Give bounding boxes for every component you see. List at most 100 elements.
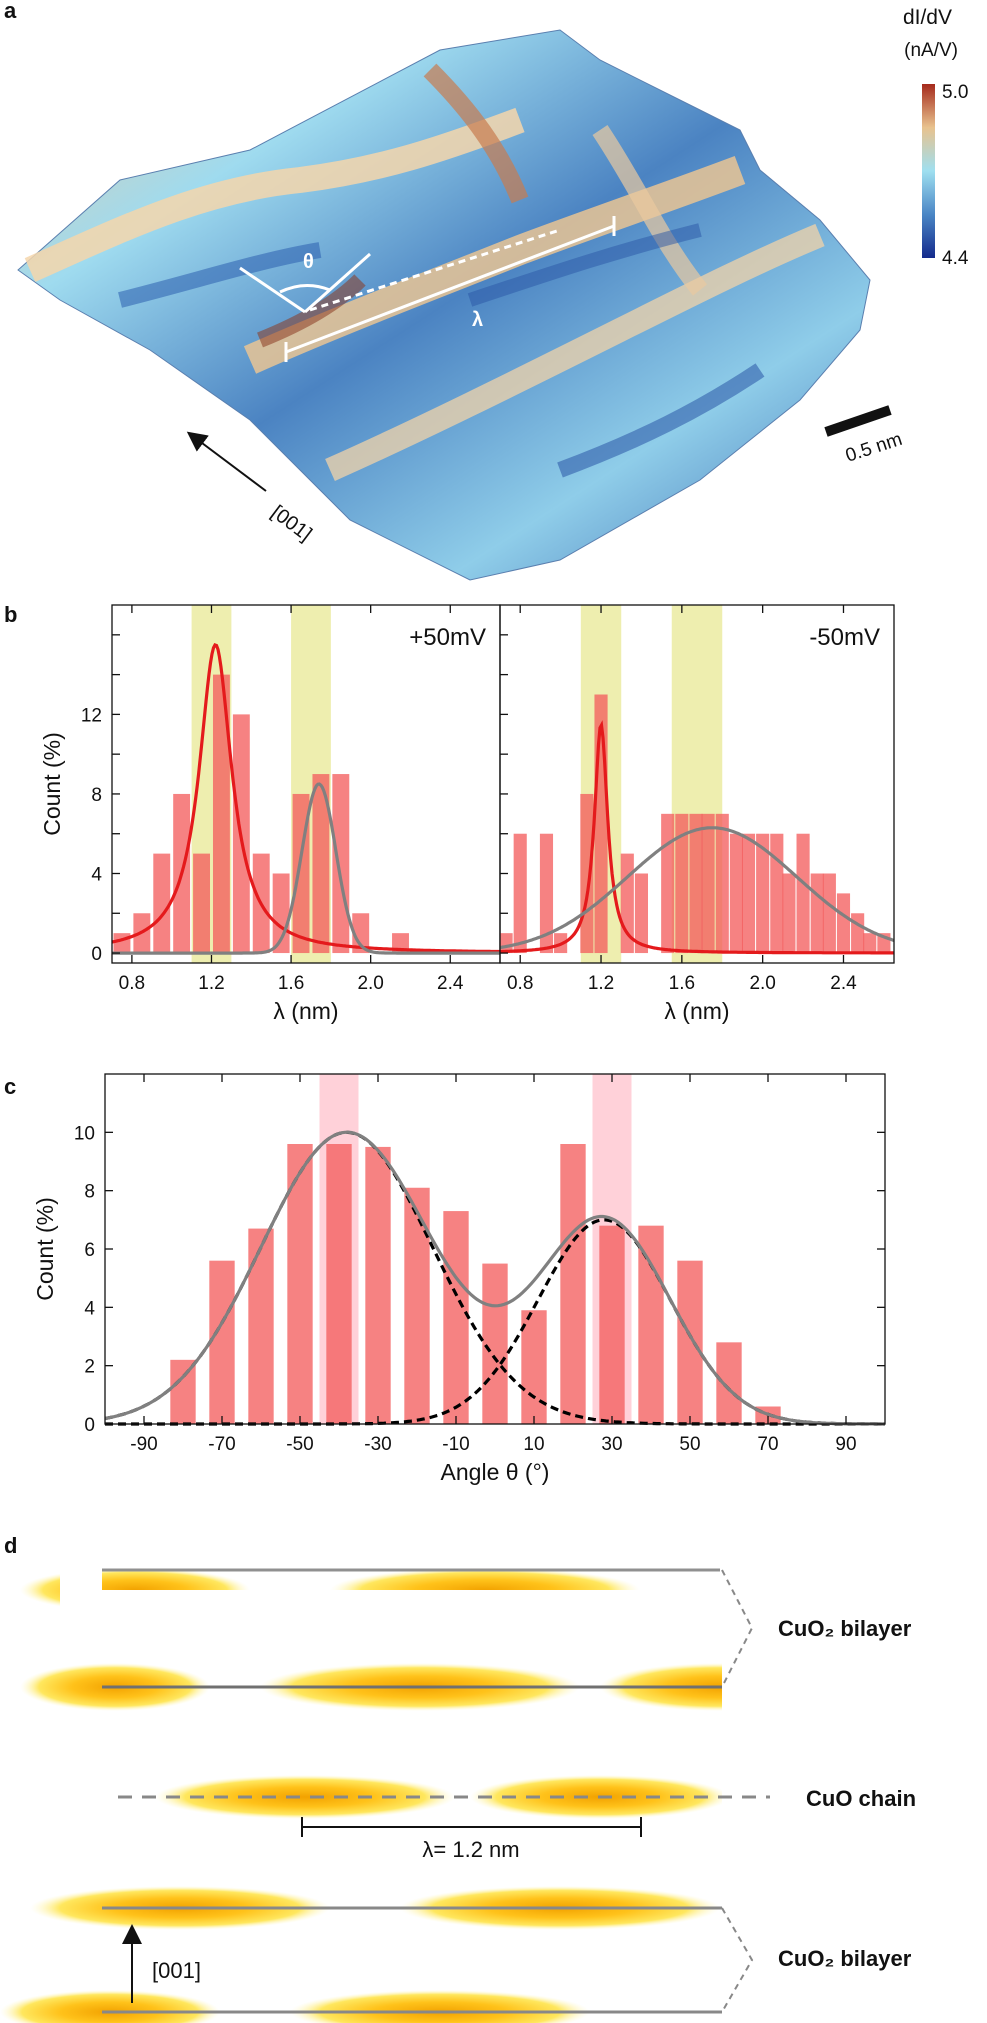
histogram-bar (153, 853, 171, 954)
mask (60, 1590, 720, 1630)
bilayer-bracket (721, 1907, 754, 2013)
histogram-bar (599, 1225, 625, 1424)
y-tick-label: 4 (91, 865, 102, 886)
panel-c-letter: c (4, 1074, 16, 1099)
histogram-bar (810, 873, 824, 954)
panel-d-letter: d (4, 1533, 17, 1558)
lambda-label: λ (472, 309, 483, 331)
histogram-bar (287, 1144, 313, 1424)
x-tick-label: 0.8 (119, 973, 145, 994)
charge-blob (0, 1990, 220, 2023)
y-axis-label: Count (%) (32, 1197, 58, 1301)
direction-label-d: [001] (152, 1958, 201, 1983)
histogram-bar (741, 833, 756, 954)
histogram-bar (851, 913, 865, 954)
fit-curve-sum (104, 1130, 885, 1426)
histogram-bar (365, 1146, 391, 1424)
histogram-bar (756, 833, 770, 954)
histogram-bar (326, 1144, 352, 1424)
x-tick-label: 2.4 (437, 973, 464, 994)
histogram-bar (113, 933, 131, 954)
mask (60, 1568, 102, 1590)
histogram-bar (638, 1225, 664, 1424)
chart-b-left: 0.8 1.2 1.6 2.0 2.4 0 4 8 12 +50mV λ (nm) Count (%) (39, 604, 501, 1024)
histogram-bar (715, 813, 729, 954)
histogram-bar (782, 873, 796, 954)
charge-blob (290, 1990, 590, 2023)
chain-label: CuO chain (806, 1786, 916, 1811)
x-tick-label: 2.0 (749, 973, 775, 994)
histogram-bar (661, 813, 675, 954)
histogram-bar (560, 1144, 586, 1424)
histogram-bar (248, 1228, 274, 1424)
histogram-bar (539, 833, 554, 954)
chart-b-right: 0.8 1.2 1.6 2.0 2.4 -50mV λ (nm) (499, 604, 895, 1024)
histogram-bar (836, 893, 851, 954)
x-tick-label: -10 (442, 1434, 469, 1455)
scale-label: 0.5 nm (843, 429, 905, 467)
x-tick-label: 0.8 (507, 973, 533, 994)
histogram-bar (770, 833, 784, 954)
theta-label: θ (303, 251, 314, 273)
x-tick-label: 1.2 (588, 973, 614, 994)
panel-a-letter: a (4, 0, 17, 23)
mask (722, 1655, 842, 1725)
y-axis-label: Count (%) (39, 732, 65, 836)
x-tick-label: -50 (286, 1434, 313, 1455)
fit-curve-fit-1.2nm (111, 643, 501, 954)
x-tick-label: 1.6 (278, 973, 304, 994)
theta-annotation (239, 252, 371, 314)
histogram-bar (212, 674, 230, 954)
histogram-bar (716, 1342, 742, 1424)
charge-blob (155, 1775, 455, 1819)
panel-d: d CuO₂ bilayer CuO chain λ= 1.2 nm (0, 1533, 916, 2023)
fit-curve-fit-broad (499, 826, 895, 950)
mask (722, 1884, 842, 1934)
y-tick-label: 12 (81, 705, 102, 726)
fit-curve-fit-1.2nm (500, 720, 894, 955)
x-tick-label: 70 (757, 1434, 778, 1455)
direction-arrow (186, 431, 267, 492)
y-tick-label: 10 (74, 1123, 95, 1144)
histogram-bar (677, 1260, 703, 1424)
x-tick-label: -30 (364, 1434, 391, 1455)
x-tick-label: 50 (679, 1434, 700, 1455)
top-bilayer-label: CuO₂ bilayer (778, 1616, 912, 1641)
dashed-direction-line (309, 228, 561, 312)
colorbar-unit: (nA/V) (904, 40, 958, 61)
histogram-bar (863, 933, 877, 954)
histogram-bar (729, 833, 743, 954)
histogram-bar (521, 1310, 547, 1424)
lambda-bar (284, 216, 616, 362)
y-tick-label: 2 (84, 1357, 95, 1378)
colorbar (922, 84, 935, 258)
x-tick-label: 1.6 (669, 973, 695, 994)
chart-title: -50mV (809, 624, 880, 651)
histogram-bar (675, 813, 689, 954)
histogram-bar (404, 1187, 430, 1424)
y-tick-label: 6 (84, 1240, 95, 1261)
chart-c: -90 -70 -50 -30 -10 10 30 50 70 90 0 2 4 6 8 10 Angle θ … (32, 1073, 886, 1485)
histogram-bar (312, 774, 330, 954)
y-tick-label: 8 (91, 785, 102, 806)
x-axis-label: λ (nm) (664, 998, 729, 1024)
mask (722, 1990, 842, 2023)
panel-b: b 0.8 1.2 1.6 2.0 2.4 0 4 8 12 +50mV λ (nm) Count (… (4, 602, 895, 1024)
colorbar-title: dI/dV (903, 6, 952, 29)
y-tick-label: 0 (84, 1415, 95, 1436)
histogram-bar (352, 913, 370, 954)
mask (60, 1930, 740, 1990)
stm-surface (17, 29, 871, 581)
x-tick-label: 30 (601, 1434, 622, 1455)
lambda-bracket (301, 1817, 642, 1837)
histogram-bar (634, 873, 649, 954)
x-tick-label: 90 (835, 1434, 856, 1455)
histogram-bar (796, 833, 810, 954)
y-tick-label: 8 (84, 1182, 95, 1203)
histogram-bar (209, 1260, 235, 1424)
x-axis-label: λ (nm) (273, 998, 338, 1024)
colorbar-max: 5.0 (942, 82, 968, 103)
panel-c: c -90 -70 -50 -30 -10 10 30 50 70 90 0 2 4 6 8 10 Angle … (4, 1073, 886, 1485)
fit-curve-fit-1.7nm (112, 782, 500, 955)
